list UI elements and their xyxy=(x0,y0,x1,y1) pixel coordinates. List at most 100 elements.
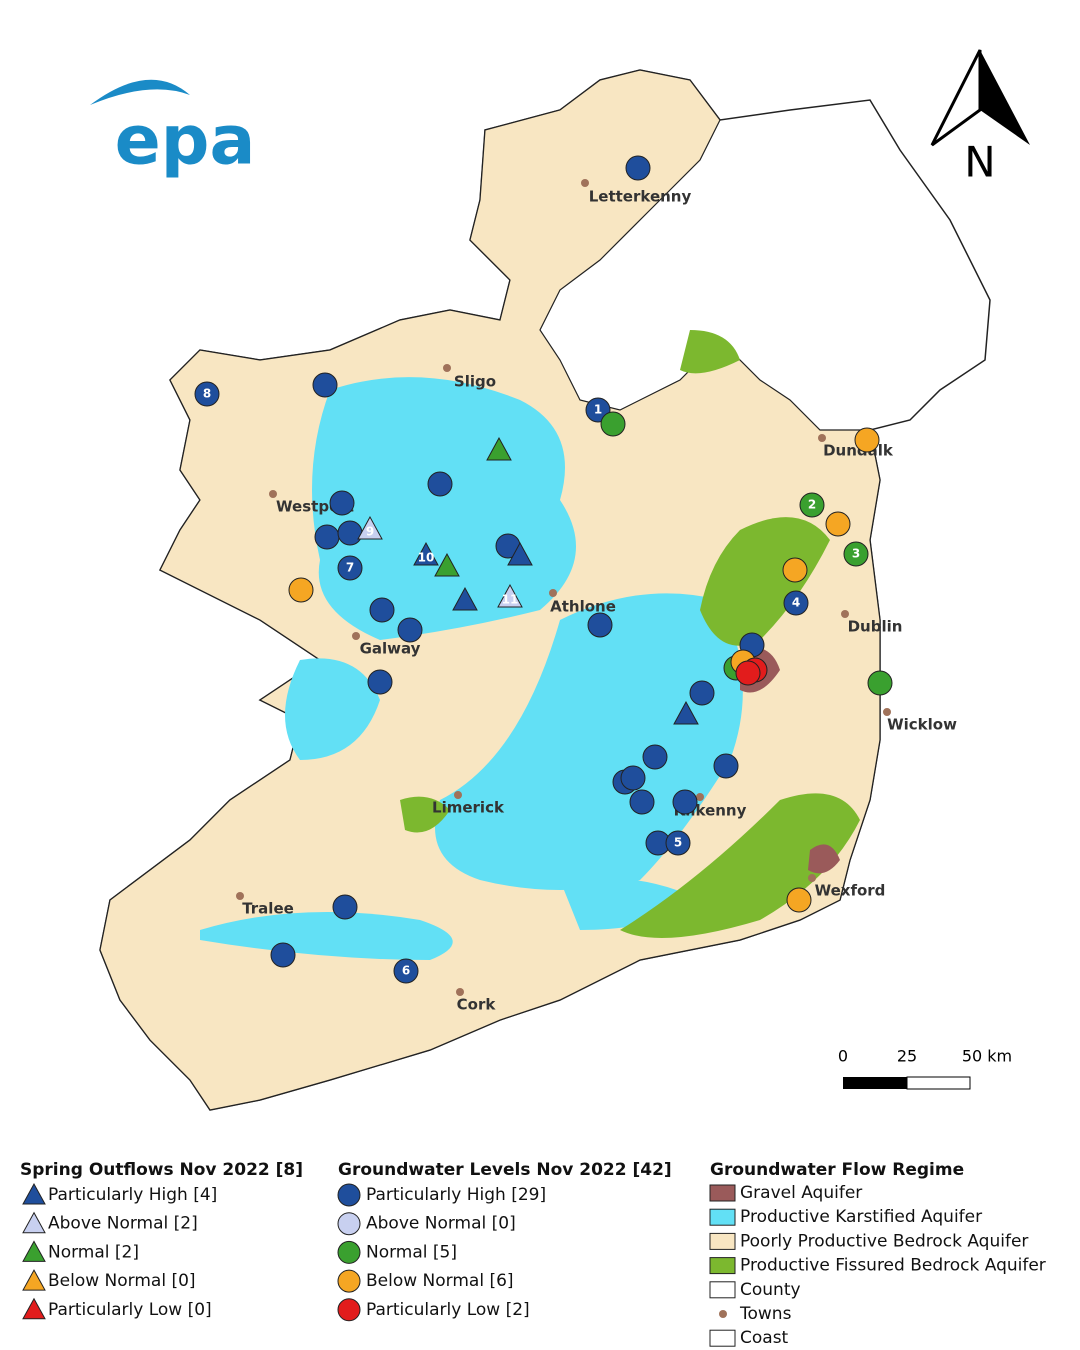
gw-site xyxy=(288,577,314,603)
site-label: 5 xyxy=(674,836,682,850)
town-dot xyxy=(818,434,826,442)
gw-site xyxy=(337,555,363,581)
site-label: 10 xyxy=(418,551,435,565)
gw-site xyxy=(783,590,809,616)
legend-symbol xyxy=(22,1297,46,1320)
gw-site xyxy=(312,372,338,398)
site-label: 6 xyxy=(402,964,410,978)
legend-item: Gravel Aquifer xyxy=(740,1183,862,1203)
town-label: Wexford xyxy=(815,882,886,900)
site-label: 2 xyxy=(808,498,816,512)
spring-site xyxy=(497,583,523,608)
legend-item: Particularly High [29] xyxy=(366,1185,546,1205)
gw-site xyxy=(427,471,453,497)
legend-symbol xyxy=(337,1183,361,1207)
town-label: Athlone xyxy=(550,598,616,616)
town-label: Letterkenny xyxy=(589,188,692,206)
logo: epa xyxy=(115,102,256,181)
karst xyxy=(200,377,743,960)
site-label: 9 xyxy=(366,525,374,539)
gw-site xyxy=(629,789,655,815)
legend-symbol xyxy=(709,1329,736,1347)
spring-site xyxy=(452,586,478,611)
north-label: N xyxy=(964,138,995,187)
town-dot xyxy=(549,589,557,597)
legend-symbol xyxy=(337,1240,361,1264)
town-label: Wicklow xyxy=(887,716,957,734)
town-label: Cork xyxy=(457,996,497,1014)
gw-site xyxy=(194,381,220,407)
town-dot xyxy=(696,793,704,801)
town-label: Limerick xyxy=(432,799,505,817)
gw-site xyxy=(843,541,869,567)
spring-site xyxy=(413,541,439,566)
legend-symbol xyxy=(22,1269,46,1291)
gw-site xyxy=(337,520,363,546)
gw-site xyxy=(397,617,423,643)
legend-item: Towns xyxy=(739,1304,792,1324)
legend-item: Productive Fissured Bedrock Aquifer xyxy=(740,1256,1046,1276)
legend-symbol xyxy=(22,1182,46,1205)
legend-symbol xyxy=(337,1298,361,1322)
legend-symbol xyxy=(337,1269,361,1293)
gw-site xyxy=(672,789,698,815)
spring-site xyxy=(507,541,533,566)
legend-symbol xyxy=(709,1184,736,1202)
gw-site xyxy=(620,765,646,791)
legend-item: Below Normal [0] xyxy=(48,1271,196,1291)
legend-symbol xyxy=(709,1281,736,1299)
gw-site xyxy=(314,524,340,550)
gw-site xyxy=(735,660,761,686)
town-label: Dublin xyxy=(848,618,903,636)
gw-site xyxy=(665,830,691,856)
gw-site xyxy=(329,490,355,516)
legend-title: Groundwater Levels Nov 2022 [42] xyxy=(338,1160,672,1180)
site-label: 7 xyxy=(346,561,354,575)
legend-item: Particularly High [4] xyxy=(48,1185,217,1205)
legend-symbol xyxy=(709,1232,736,1250)
legend-title: Groundwater Flow Regime xyxy=(710,1160,964,1180)
site-label: 11 xyxy=(502,593,519,607)
gw-site xyxy=(825,511,851,537)
gw-site xyxy=(867,670,893,696)
town-dot xyxy=(236,892,244,900)
gw-site xyxy=(799,492,825,518)
legend-symbol xyxy=(22,1211,46,1234)
town-dot xyxy=(352,632,360,640)
fissured xyxy=(400,330,860,938)
gw-site xyxy=(332,894,358,920)
scale-bar: 0 25 50 km xyxy=(838,1047,1012,1090)
town-label: Sligo xyxy=(454,373,496,391)
legend-symbol xyxy=(337,1212,361,1236)
site-label: 1 xyxy=(594,403,602,417)
legend-item: Particularly Low [2] xyxy=(366,1300,530,1320)
legend-symbol xyxy=(719,1310,727,1318)
north-arrow xyxy=(980,50,1030,145)
scale-label: 25 xyxy=(897,1047,917,1066)
town-dot xyxy=(443,364,451,372)
town-dot xyxy=(841,610,849,618)
legend-item: Coast xyxy=(740,1328,789,1348)
gw-site xyxy=(689,680,715,706)
site-label: 8 xyxy=(203,387,211,401)
town-dot xyxy=(269,490,277,498)
spring-site xyxy=(434,552,460,577)
legend-item: Normal [5] xyxy=(366,1242,457,1262)
north-arrow xyxy=(930,49,982,147)
legend-symbol xyxy=(709,1257,736,1275)
gw-site xyxy=(270,942,296,968)
gw-site xyxy=(786,887,812,913)
gw-site xyxy=(625,155,651,181)
site-label: 4 xyxy=(792,596,800,610)
gw-site xyxy=(713,753,739,779)
legend-item: Productive Karstified Aquifer xyxy=(740,1207,982,1227)
town-label: Galway xyxy=(360,640,421,658)
gw-site xyxy=(369,597,395,623)
spring-site xyxy=(357,515,383,540)
legend-item: Poorly Productive Bedrock Aquifer xyxy=(740,1231,1028,1251)
town-label: Tralee xyxy=(242,900,294,918)
gw-site xyxy=(642,744,668,770)
legend: Spring Outflows Nov 2022 [8] Particularly… xyxy=(20,1160,1046,1348)
spring-site xyxy=(486,436,512,461)
